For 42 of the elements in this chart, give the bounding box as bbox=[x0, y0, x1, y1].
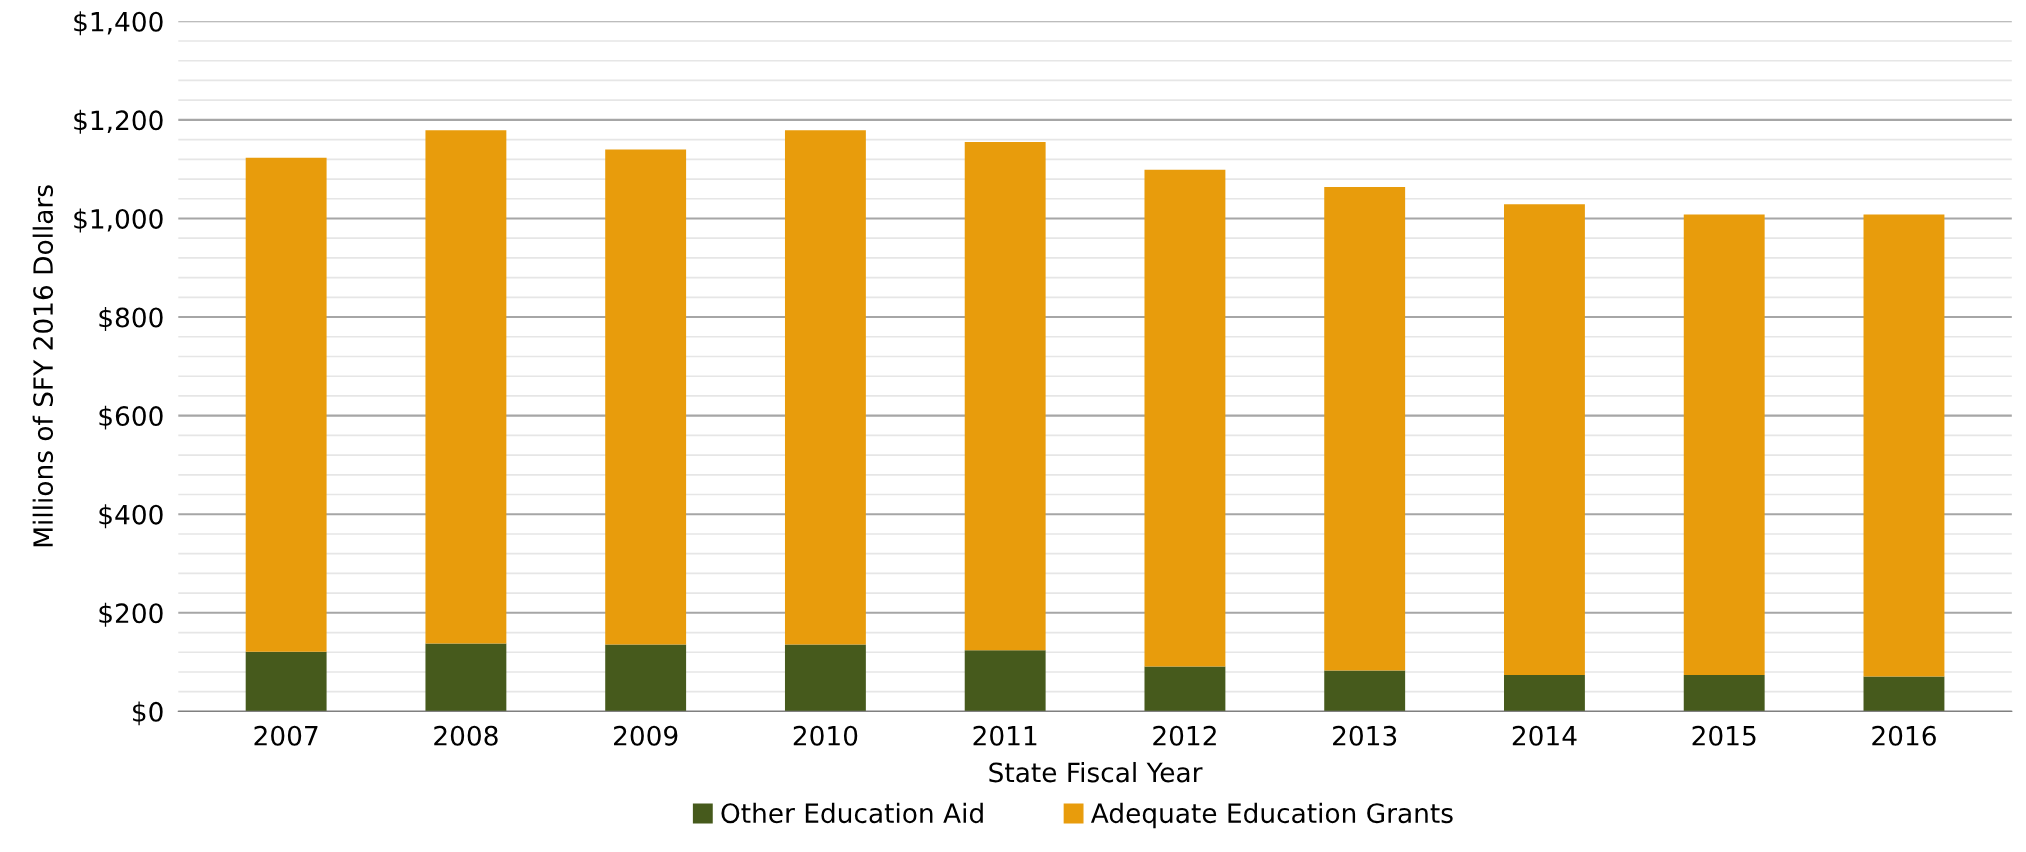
bar bbox=[1504, 204, 1585, 675]
x-tick-label: 2011 bbox=[973, 725, 1037, 746]
y-tick-label: $0 bbox=[133, 701, 163, 726]
x-tick-label: 2013 bbox=[1333, 725, 1397, 746]
bar bbox=[1324, 186, 1406, 671]
bar bbox=[425, 643, 507, 712]
bar bbox=[784, 644, 866, 712]
bar bbox=[1504, 674, 1585, 712]
bar bbox=[1683, 214, 1765, 675]
bar bbox=[964, 142, 1046, 651]
y-tick-label: $1,000 bbox=[74, 208, 163, 233]
bar bbox=[605, 644, 687, 712]
x-tick-label: 2010 bbox=[793, 725, 858, 746]
bar bbox=[425, 130, 507, 644]
y-tick-label: $200 bbox=[99, 602, 163, 627]
bar bbox=[1144, 666, 1226, 712]
x-tick-label: 2007 bbox=[254, 725, 318, 746]
legend-label: Other Education Aid bbox=[721, 802, 983, 824]
bar bbox=[245, 157, 327, 652]
bar bbox=[784, 130, 866, 645]
x-tick-label: 2014 bbox=[1512, 725, 1577, 746]
y-tick-label: $800 bbox=[99, 307, 163, 331]
bar bbox=[1324, 670, 1406, 712]
y-axis-title: Millions of SFY 2016 Dollars bbox=[32, 185, 54, 547]
bar bbox=[605, 149, 687, 645]
y-tick-label: $1,400 bbox=[74, 11, 163, 36]
x-tick-label: 2016 bbox=[1872, 725, 1936, 746]
x-tick-label: 2015 bbox=[1692, 725, 1756, 746]
bar bbox=[245, 651, 327, 712]
y-tick-label: $400 bbox=[99, 504, 163, 529]
bar bbox=[1144, 169, 1226, 667]
y-tick-label: $1,200 bbox=[74, 109, 163, 134]
bar bbox=[1863, 214, 1945, 677]
legend-label: Adequate Education Grants bbox=[1090, 802, 1453, 829]
x-tick-label: 2008 bbox=[434, 725, 498, 746]
bar bbox=[1863, 676, 1945, 712]
y-tick-label: $600 bbox=[99, 405, 163, 430]
x-axis-title: State Fiscal Year bbox=[989, 761, 1203, 783]
bar bbox=[964, 650, 1046, 712]
x-tick-label: 2012 bbox=[1153, 725, 1216, 746]
bar bbox=[1683, 674, 1765, 712]
x-tick-label: 2009 bbox=[614, 725, 678, 746]
